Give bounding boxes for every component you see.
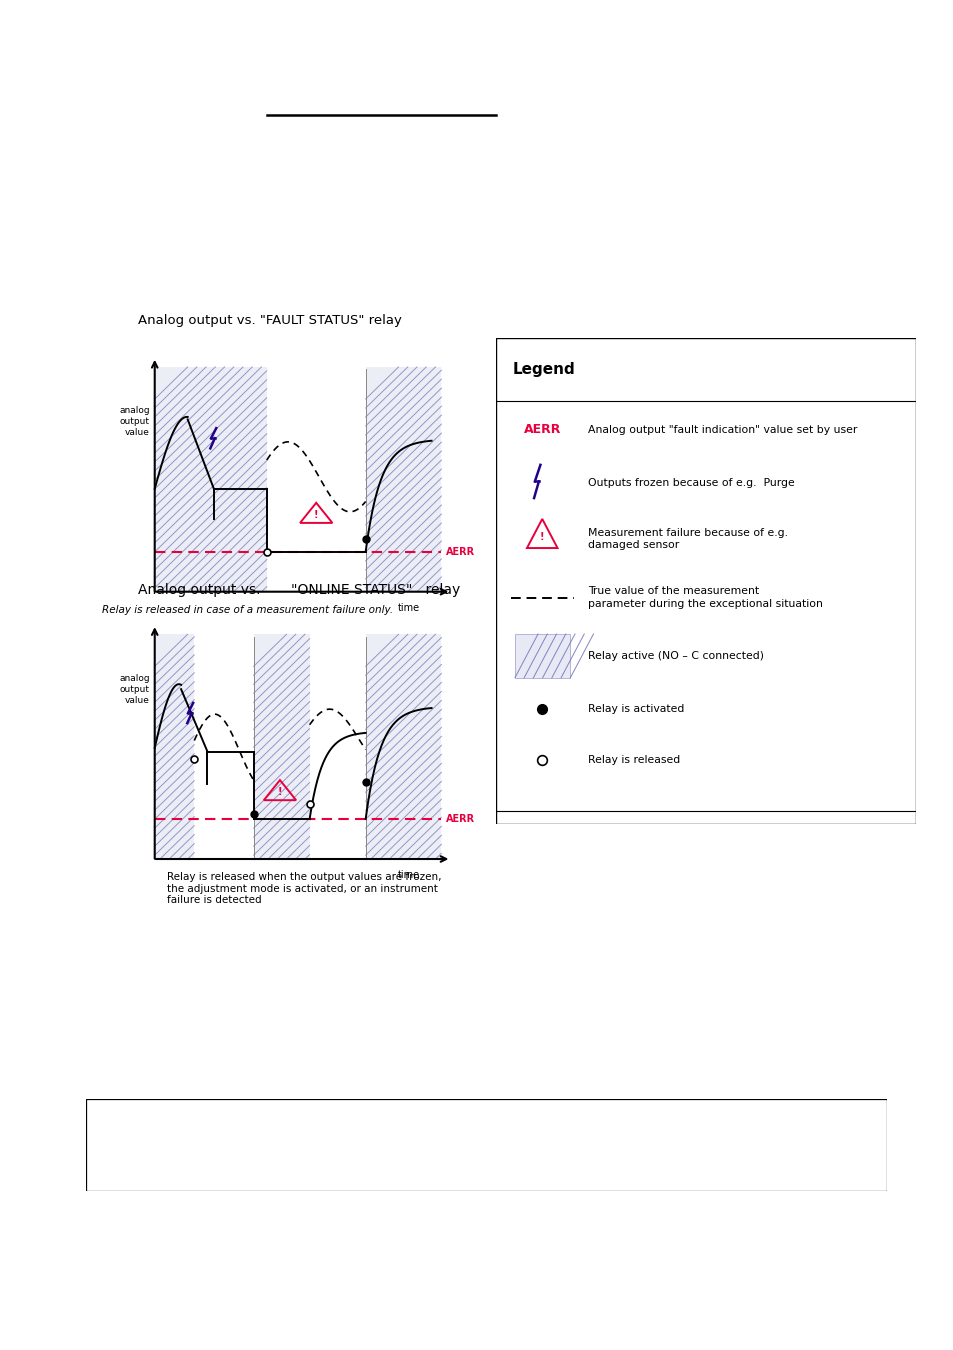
Text: AERR: AERR — [446, 547, 475, 556]
Text: !: ! — [539, 532, 544, 541]
Bar — [154, 367, 267, 591]
Bar — [515, 634, 569, 678]
Text: AERR: AERR — [523, 424, 560, 436]
Text: time: time — [397, 603, 419, 613]
Text: analog
output
value: analog output value — [119, 674, 150, 705]
Text: Relay is released: Relay is released — [588, 755, 679, 765]
Text: !: ! — [314, 510, 318, 520]
Text: Analog output vs. "FAULT STATUS" relay: Analog output vs. "FAULT STATUS" relay — [138, 313, 402, 327]
Bar — [365, 634, 441, 859]
Text: Outputs frozen because of e.g.  Purge: Outputs frozen because of e.g. Purge — [588, 478, 795, 489]
Text: Legend: Legend — [513, 362, 575, 377]
Text: Measurement failure because of e.g.
damaged sensor: Measurement failure because of e.g. dama… — [588, 528, 787, 551]
Bar — [253, 634, 310, 859]
Text: analog
output
value: analog output value — [119, 406, 150, 437]
Text: AERR: AERR — [446, 814, 475, 824]
Text: Relay is released when the output values are frozen,
the adjustment mode is acti: Relay is released when the output values… — [167, 872, 441, 906]
Bar — [365, 367, 441, 591]
Text: Analog output vs.: Analog output vs. — [138, 583, 260, 597]
Text: time: time — [397, 871, 419, 880]
Text: Relay active (NO – C connected): Relay active (NO – C connected) — [588, 651, 763, 661]
Text: Relay is activated: Relay is activated — [588, 705, 684, 714]
Text: Analog output "fault indication" value set by user: Analog output "fault indication" value s… — [588, 425, 857, 435]
Text: Relay is released in case of a measurement failure only.: Relay is released in case of a measureme… — [102, 605, 394, 614]
Bar — [154, 634, 194, 859]
Text: True value of the measurement
parameter during the exceptional situation: True value of the measurement parameter … — [588, 586, 822, 609]
Text: "ONLINE STATUS"   relay: "ONLINE STATUS" relay — [291, 583, 459, 597]
Text: !: ! — [277, 787, 282, 798]
